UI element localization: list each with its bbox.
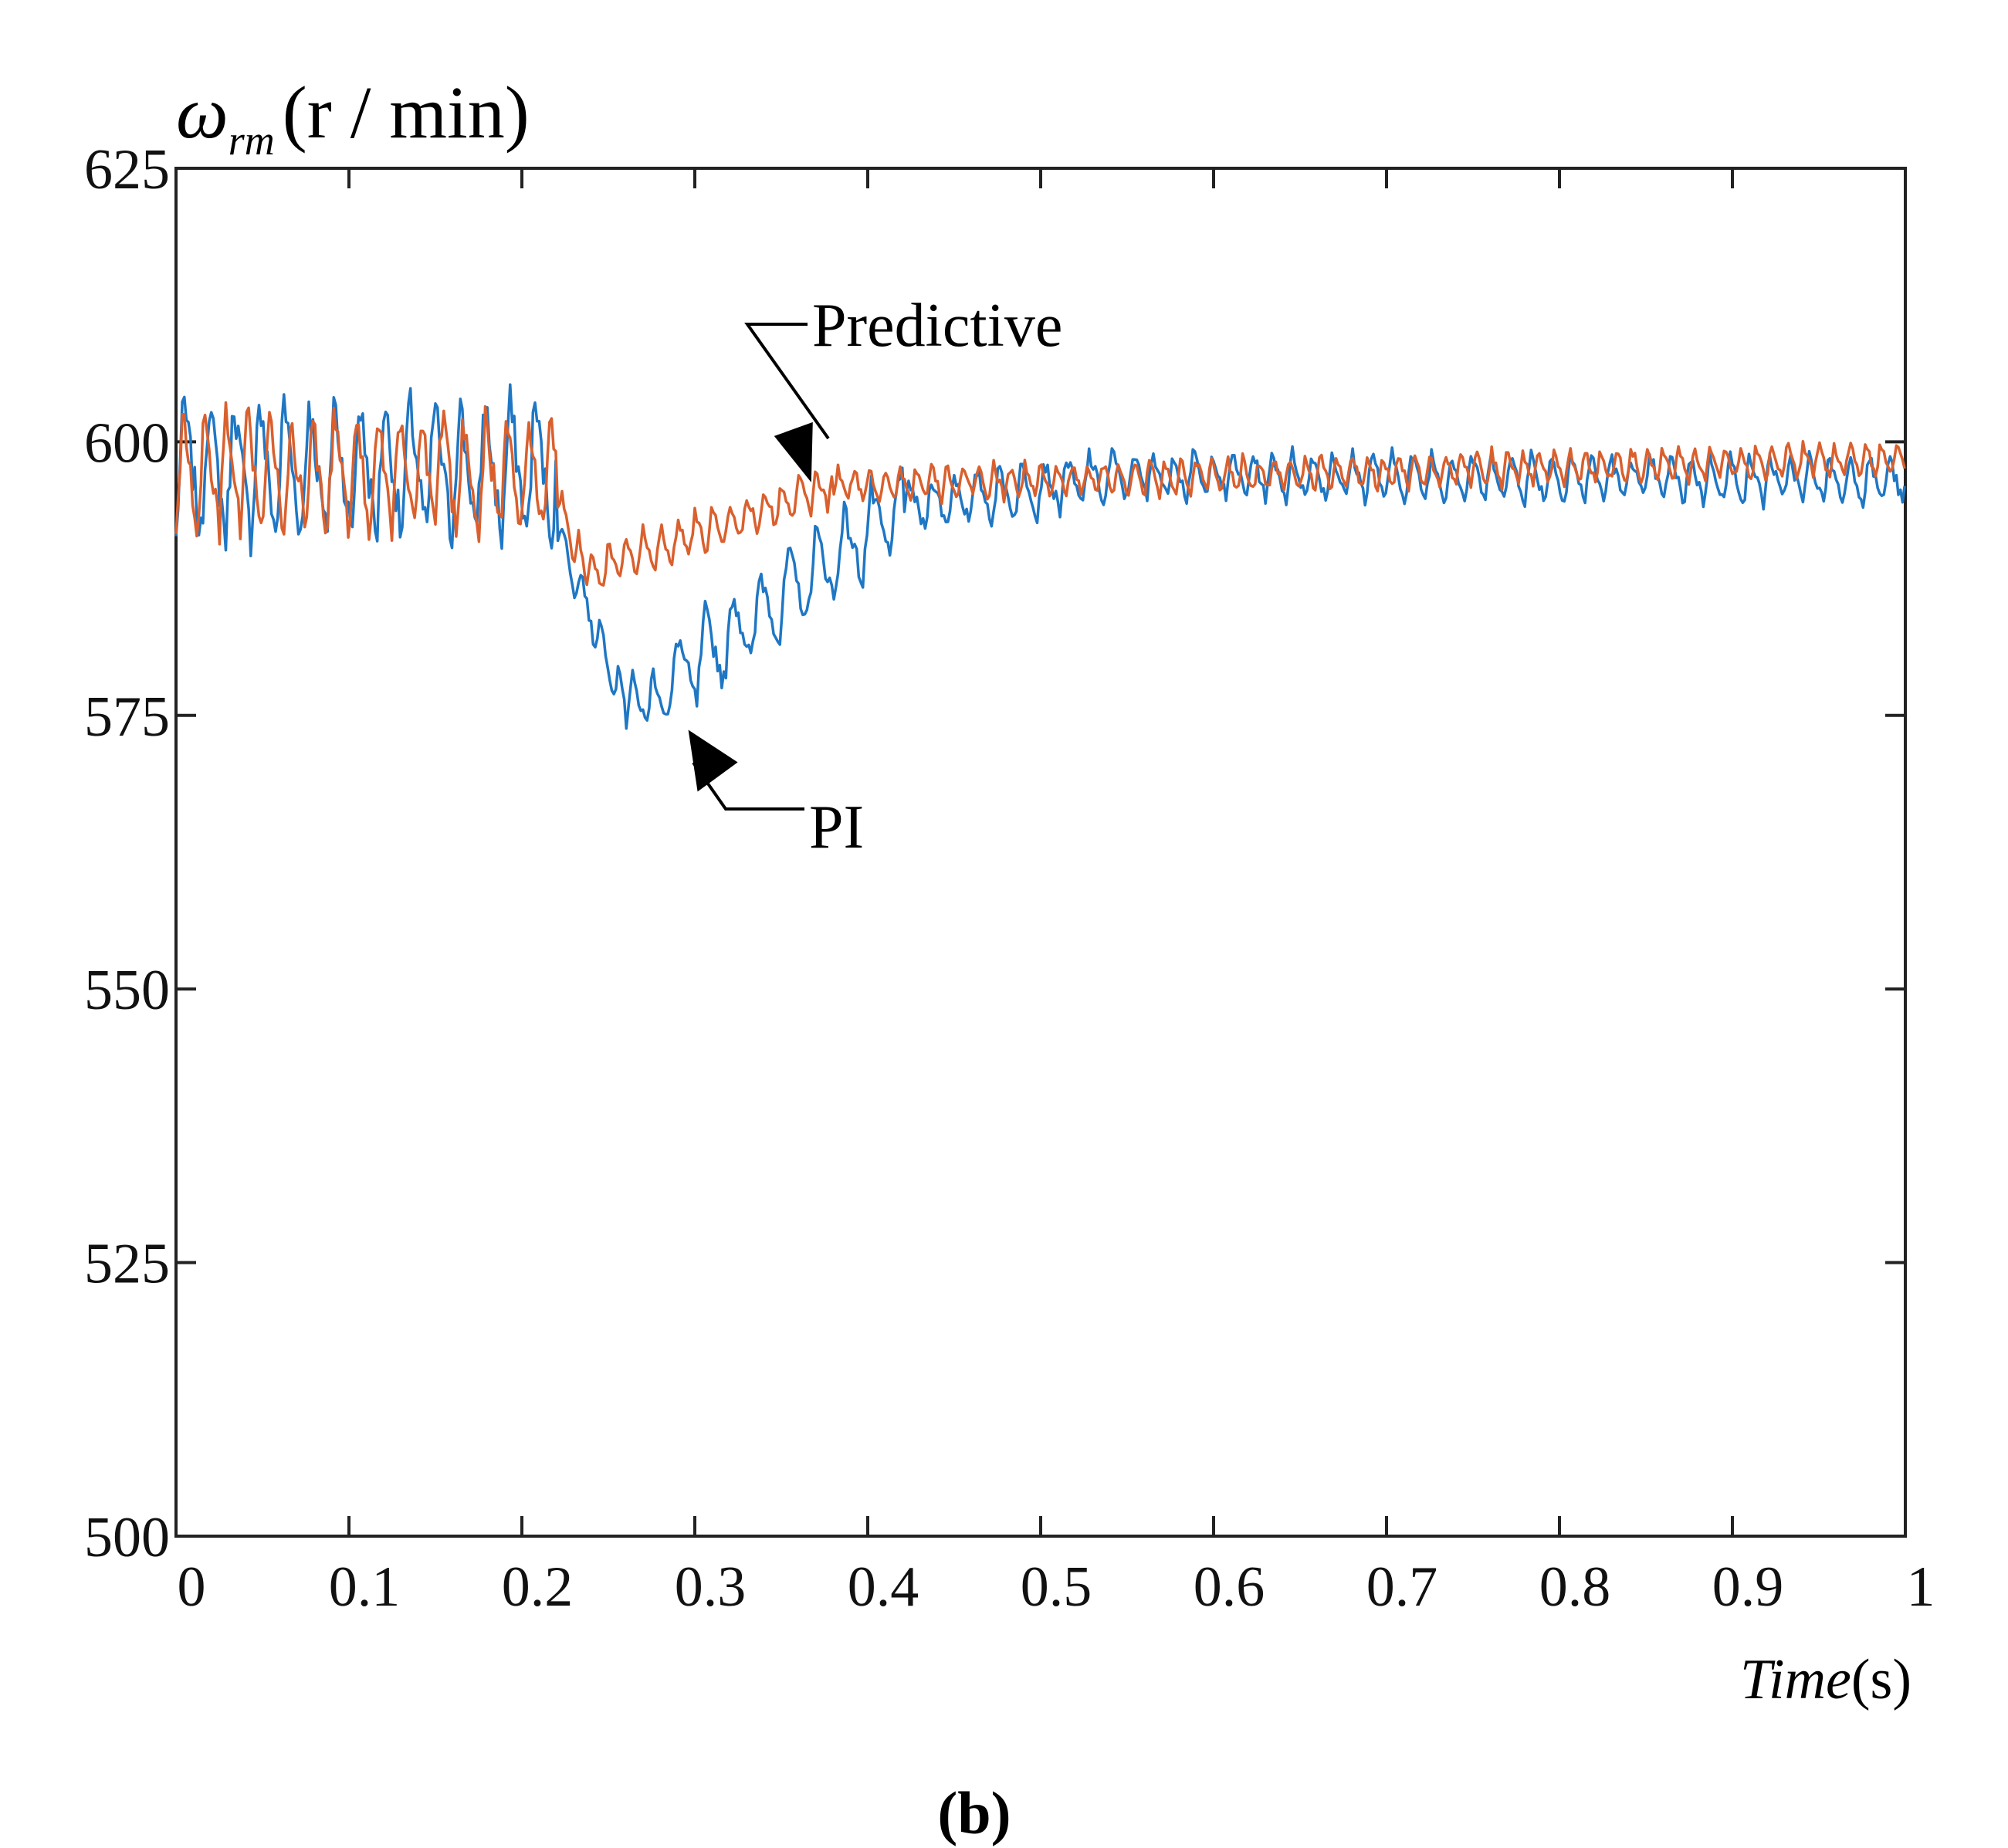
- annotation-pi-arrowhead: [688, 729, 738, 792]
- x-tick-label-0.6: 0.6: [1194, 1555, 1265, 1619]
- x-axis-title: Time(s): [1740, 1648, 1911, 1711]
- y-tick-label-575: 575: [84, 685, 170, 749]
- x-tick-label-0.2: 0.2: [502, 1555, 574, 1619]
- annotation-predictive-arrowhead: [774, 421, 813, 482]
- x-tick-label-0.3: 0.3: [675, 1555, 747, 1619]
- x-axis-title-units: (s): [1851, 1648, 1911, 1711]
- y-tick-label-550: 550: [84, 959, 170, 1022]
- x-tick-label-0.9: 0.9: [1712, 1555, 1784, 1619]
- y-tick-label-500: 500: [84, 1506, 170, 1569]
- y-tick-label-625: 625: [84, 138, 170, 201]
- y-axis-title: ωrm (r / min): [176, 71, 530, 164]
- x-tick-label-1: 1: [1907, 1555, 1935, 1619]
- x-tick-label-0.8: 0.8: [1539, 1555, 1611, 1619]
- annotation-predictive-label: Predictive: [812, 292, 1062, 360]
- y-tick-label-525: 525: [84, 1233, 170, 1296]
- y-axis-title-symbol: ω: [176, 71, 229, 154]
- series-line-predictive: [174, 401, 1906, 587]
- x-tick-label-0.1: 0.1: [329, 1555, 401, 1619]
- x-tick-label-0: 0: [178, 1555, 206, 1619]
- y-axis-title-subscript: rm: [229, 117, 275, 164]
- annotation-pi-label: PI: [809, 794, 864, 861]
- plot-frame: [174, 167, 1907, 1538]
- plot-area: 500 525 550 575 600 625 0 0.1 0.2 0.3 0.4 0.5 0.6 0.7…: [84, 138, 1935, 1619]
- x-axis-title-italic: Time: [1740, 1648, 1851, 1711]
- y-tick-label-600: 600: [84, 411, 170, 475]
- x-tick-label-0.7: 0.7: [1366, 1555, 1438, 1619]
- y-axis-title-units: (r / min): [283, 71, 530, 154]
- series-line-pi: [174, 383, 1906, 730]
- annotation-predictive-leader: [744, 323, 830, 440]
- figure-caption: (b): [937, 1779, 1011, 1846]
- x-tick-label-0.4: 0.4: [848, 1555, 919, 1619]
- x-tick-label-0.5: 0.5: [1021, 1555, 1092, 1619]
